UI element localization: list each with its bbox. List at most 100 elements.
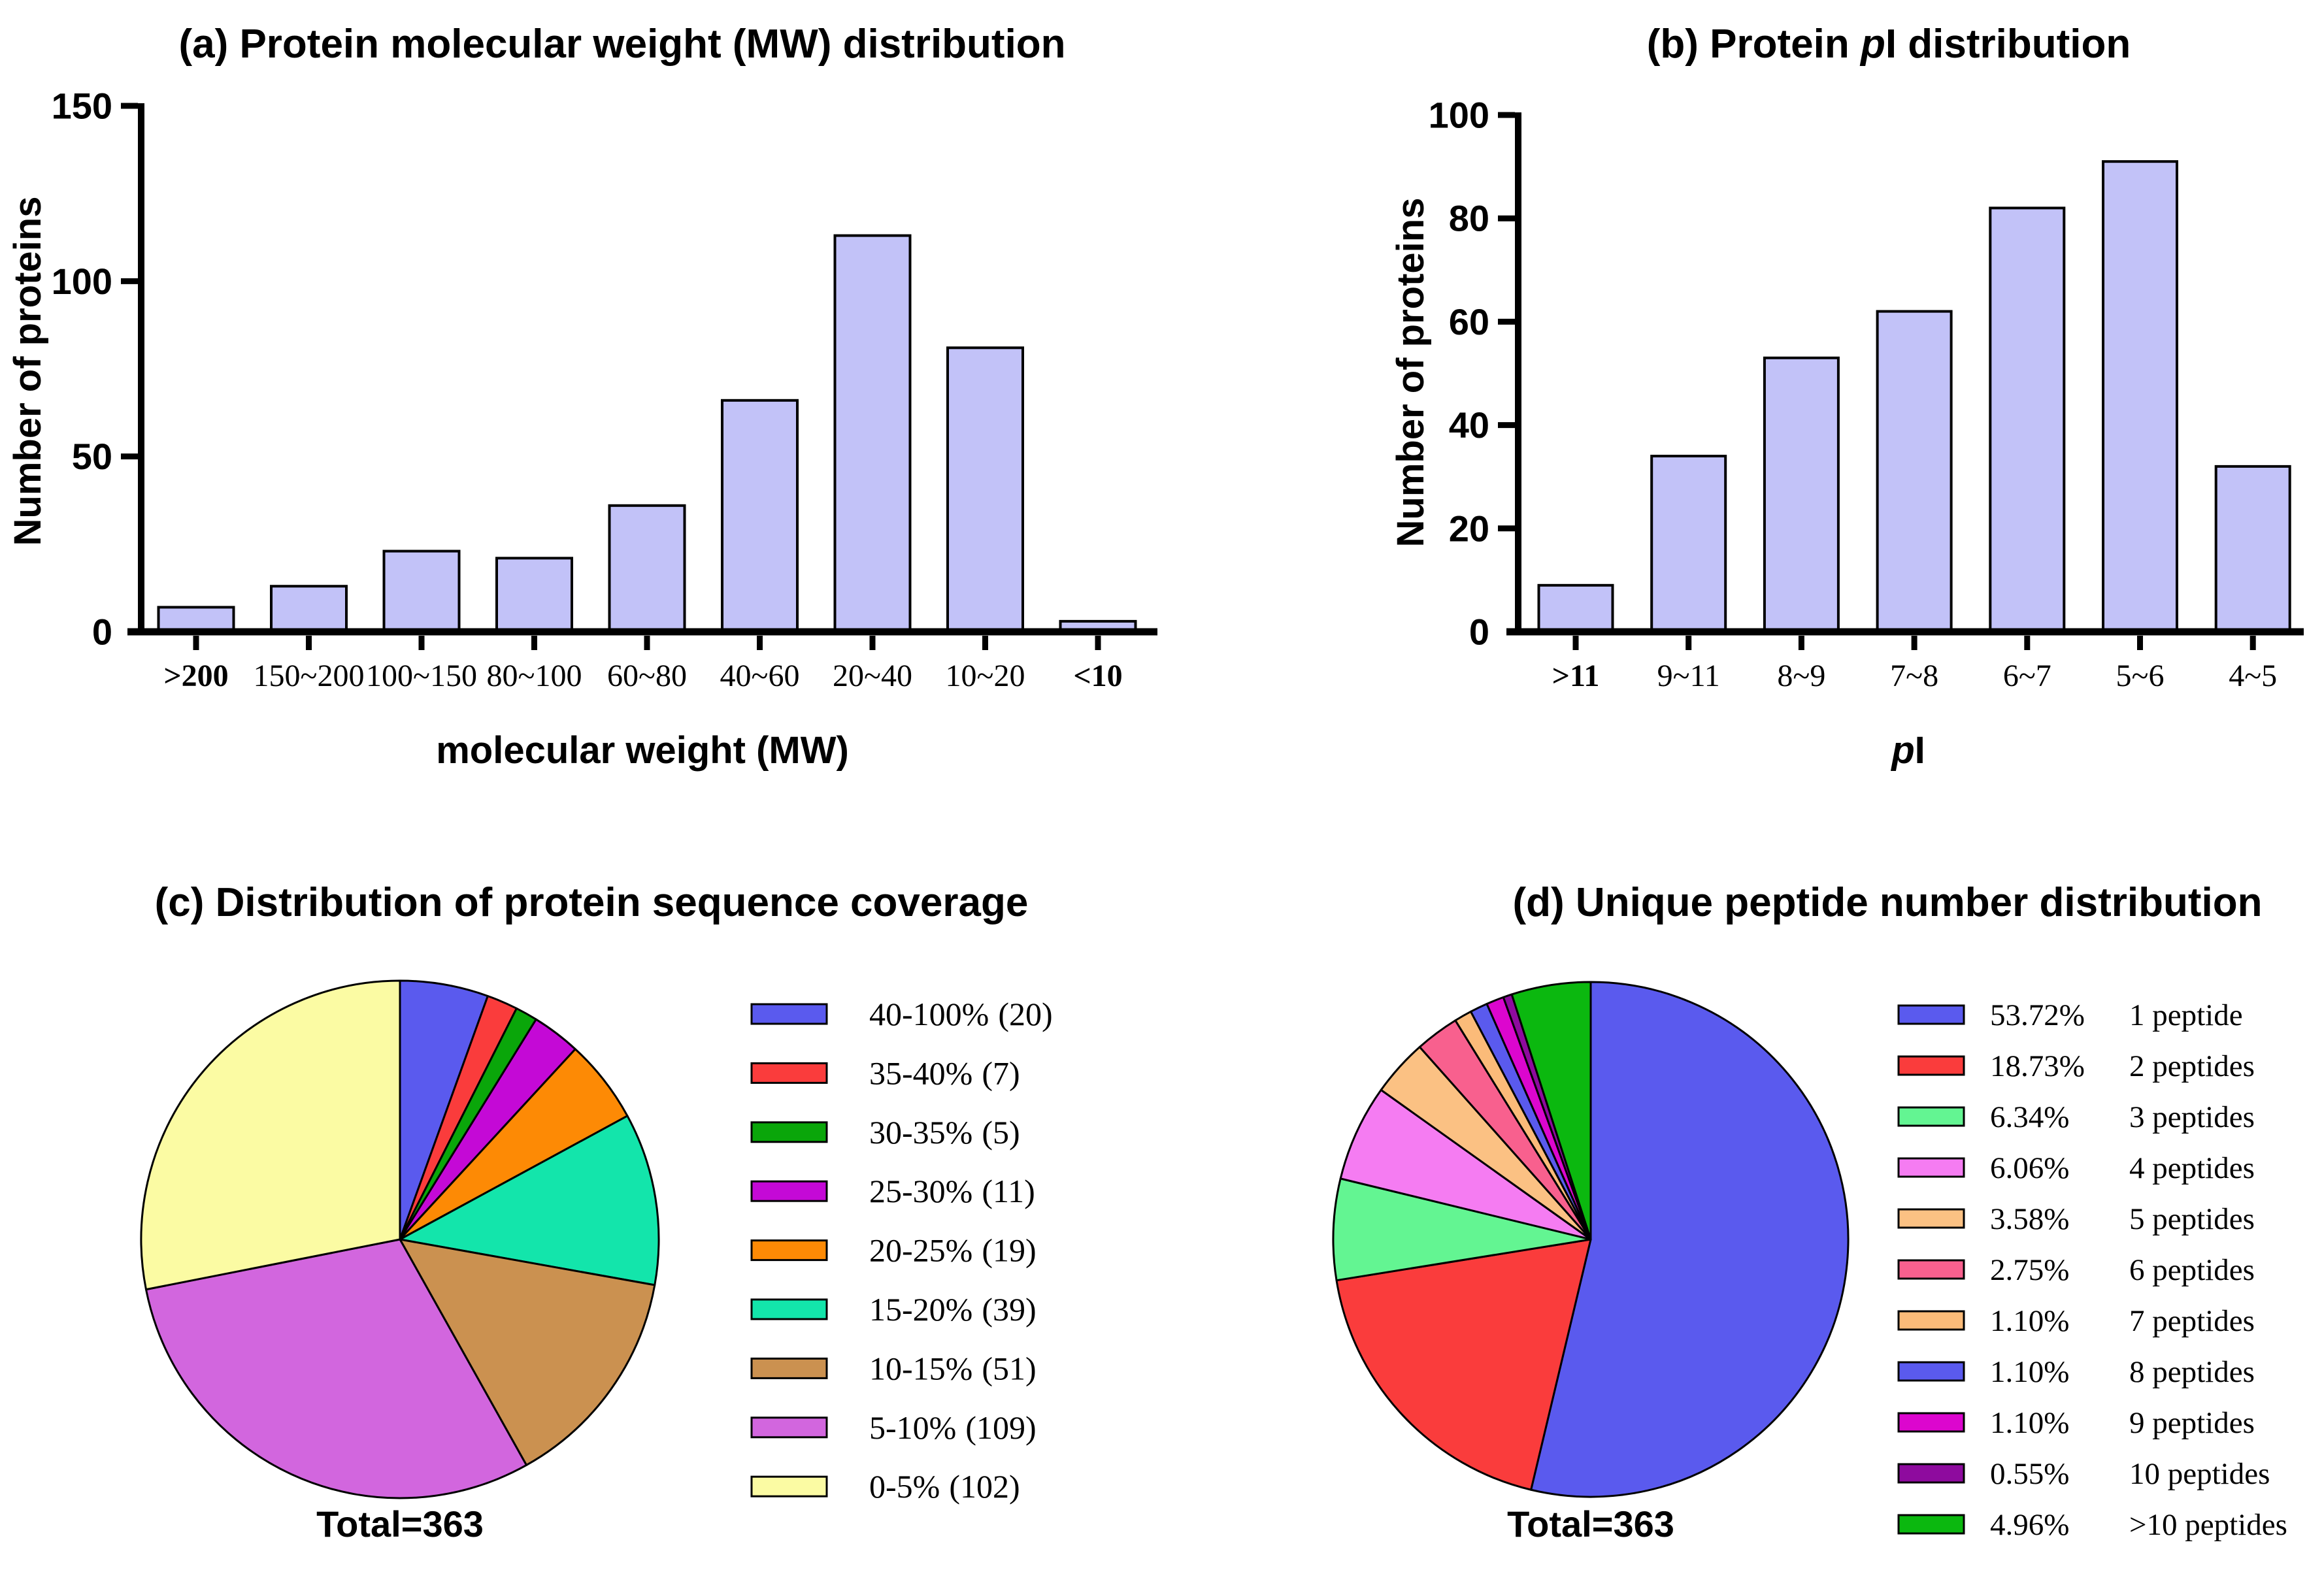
panel-b-title-part: (b) Protein <box>1647 22 1861 67</box>
panel-d-legend-percent: 53.72% <box>1990 998 2085 1032</box>
panel-c: (c) Distribution of protein sequence cov… <box>140 880 1053 1545</box>
panel-a-bar-40~60 <box>721 399 799 633</box>
panel-c-legend-swatch-15-20% <box>750 1298 828 1320</box>
panel-d-legend-swatch-4 peptides <box>1897 1157 1965 1178</box>
panel-a-category-label: 100~150 <box>366 659 477 693</box>
panel-a: (a) Protein molecular weight (MW) distri… <box>7 22 1157 772</box>
panel-a-category-label: 150~200 <box>254 659 365 693</box>
panel-c-legend-swatch-0-5% <box>750 1475 828 1497</box>
panel-d-legend-label: 3 peptides <box>2129 1100 2255 1134</box>
panel-a-bar-100~150 <box>382 549 461 634</box>
panel-c-legend-swatch-40-100% <box>750 1003 828 1025</box>
panel-d-legend-label: 8 peptides <box>2129 1355 2255 1389</box>
panel-d-legend-percent: 18.73% <box>1990 1049 2085 1083</box>
panel-b-category-label: 5~6 <box>2116 659 2165 693</box>
panel-b-category-label: 8~9 <box>1777 659 1825 693</box>
panel-b-category-label: 9~11 <box>1657 659 1720 693</box>
panel-d-legend-swatch-7 peptides <box>1897 1310 1965 1331</box>
panel-c-legend-label: 5-10% (109) <box>869 1409 1037 1446</box>
panel-d-legend-swatch-5 peptides <box>1897 1208 1965 1229</box>
legend-count: (109) <box>965 1409 1036 1446</box>
legend-range: 20-25% <box>869 1232 972 1269</box>
panel-d-legend-label: 4 peptides <box>2129 1151 2255 1185</box>
panel-d-legend-label: 10 peptides <box>2129 1457 2270 1491</box>
panel-b-y-tick-label: 80 <box>1449 198 1489 239</box>
panel-c-legend-swatch-10-15% <box>750 1357 828 1379</box>
panel-d-legend-label: 7 peptides <box>2129 1304 2255 1338</box>
panel-c-legend-label: 0-5% (102) <box>869 1468 1020 1505</box>
panel-a-y-axis-label: Number of proteins <box>7 197 49 546</box>
legend-count: (51) <box>982 1350 1036 1386</box>
panel-c-pie-slice-15-20% <box>399 1115 660 1286</box>
panel-a-bar-20~40 <box>833 234 912 633</box>
panel-d-pie-slice-4 peptides <box>1339 1088 1592 1241</box>
panel-d-legend-label: 1 peptide <box>2129 998 2243 1032</box>
panel-b-category-label: 4~5 <box>2229 659 2277 693</box>
panel-d-legend-label: 9 peptides <box>2129 1406 2255 1440</box>
panel-d-legend-swatch-6 peptides <box>1897 1259 1965 1280</box>
panel-a-y-tick-label: 150 <box>52 85 112 126</box>
panel-b-x-axis-label-part: I <box>1915 729 1925 772</box>
legend-range: 25-30% <box>869 1173 972 1209</box>
panel-b-y-axis-label: Number of proteins <box>1389 198 1432 548</box>
legend-range: 0-5% <box>869 1468 940 1505</box>
panel-b-category-label: >11 <box>1552 659 1600 693</box>
panel-a-y-tick-label: 100 <box>52 261 112 302</box>
panel-c-pie-slice-5-10% <box>144 1238 528 1499</box>
panel-b-bar-5~6 <box>2102 160 2178 633</box>
panel-d-legend-swatch-8 peptides <box>1897 1361 1965 1382</box>
panel-d-legend-label: 5 peptides <box>2129 1202 2255 1236</box>
panel-a-category-label: 10~20 <box>946 659 1025 693</box>
panel-b-title-part: I distribution <box>1885 22 2131 67</box>
panel-b-bar-7~8 <box>1876 310 1953 633</box>
panel-c-legend-swatch-25-30% <box>750 1180 828 1202</box>
panel-d-legend-percent: 1.10% <box>1990 1406 2069 1440</box>
legend-count: (20) <box>998 996 1052 1032</box>
panel-d-legend-swatch-2 peptides <box>1897 1055 1965 1076</box>
panel-b-bar-8~9 <box>1763 356 1840 634</box>
panel-d-legend-swatch-1 peptide <box>1897 1004 1965 1025</box>
panel-c-legend-label: 35-40% (7) <box>869 1055 1020 1091</box>
legend-range: 40-100% <box>869 996 989 1032</box>
panel-c-legend-swatch-30-35% <box>750 1121 828 1143</box>
panel-a-bar-10~20 <box>946 346 1024 633</box>
legend-range: 35-40% <box>869 1055 972 1091</box>
panel-d: (d) Unique peptide number distribution To… <box>1332 880 2287 1545</box>
panel-a-y-tick-label: 50 <box>72 436 112 477</box>
legend-count: (39) <box>982 1291 1036 1328</box>
panel-c-pie-slice-40-100% <box>399 979 489 1241</box>
panel-d-pie-slice->10 peptides <box>1510 981 1592 1241</box>
panel-d-pie-slice-2 peptides <box>1335 1238 1592 1491</box>
panel-a-category-label: 80~100 <box>487 659 582 693</box>
legend-count: (11) <box>982 1173 1035 1209</box>
panel-a-bar->200 <box>157 606 235 634</box>
panel-c-title: (c) Distribution of protein sequence cov… <box>155 880 1029 925</box>
panel-b-y-tick-label: 0 <box>1469 612 1489 653</box>
panel-a-bar-80~100 <box>495 557 573 634</box>
legend-count: (19) <box>982 1232 1036 1269</box>
panel-d-legend-percent: 6.06% <box>1990 1151 2069 1185</box>
panel-b-category-label: 6~7 <box>2003 659 2051 693</box>
panel-d-legend-percent: 1.10% <box>1990 1355 2069 1389</box>
panel-c-legend-label: 40-100% (20) <box>869 996 1053 1032</box>
panel-b-title: (b) Protein pI distribution <box>1647 22 2131 67</box>
panel-b-y-tick-label: 100 <box>1429 95 1489 136</box>
legend-range: 30-35% <box>869 1114 972 1151</box>
panel-d-legend-percent: 4.96% <box>1990 1508 2069 1542</box>
panel-d-legend-swatch-10 peptides <box>1897 1463 1965 1484</box>
panel-a-category-label: <10 <box>1073 659 1122 693</box>
panel-c-total-label: Total=363 <box>316 1503 484 1545</box>
panel-a-category-label: 60~80 <box>607 659 687 693</box>
panel-d-title: (d) Unique peptide number distribution <box>1513 880 2263 925</box>
legend-count: (7) <box>982 1055 1020 1091</box>
panel-c-legend-swatch-20-25% <box>750 1239 828 1262</box>
panel-c-pie-slice-0-5% <box>140 979 401 1291</box>
panel-b-bar->11 <box>1537 583 1614 633</box>
panel-d-legend-percent: 2.75% <box>1990 1253 2069 1287</box>
panel-a-category-label: 40~60 <box>720 659 800 693</box>
panel-d-legend-label: 6 peptides <box>2129 1253 2255 1287</box>
panel-d-legend-swatch->10 peptides <box>1897 1514 1965 1535</box>
legend-count: (5) <box>982 1114 1020 1151</box>
